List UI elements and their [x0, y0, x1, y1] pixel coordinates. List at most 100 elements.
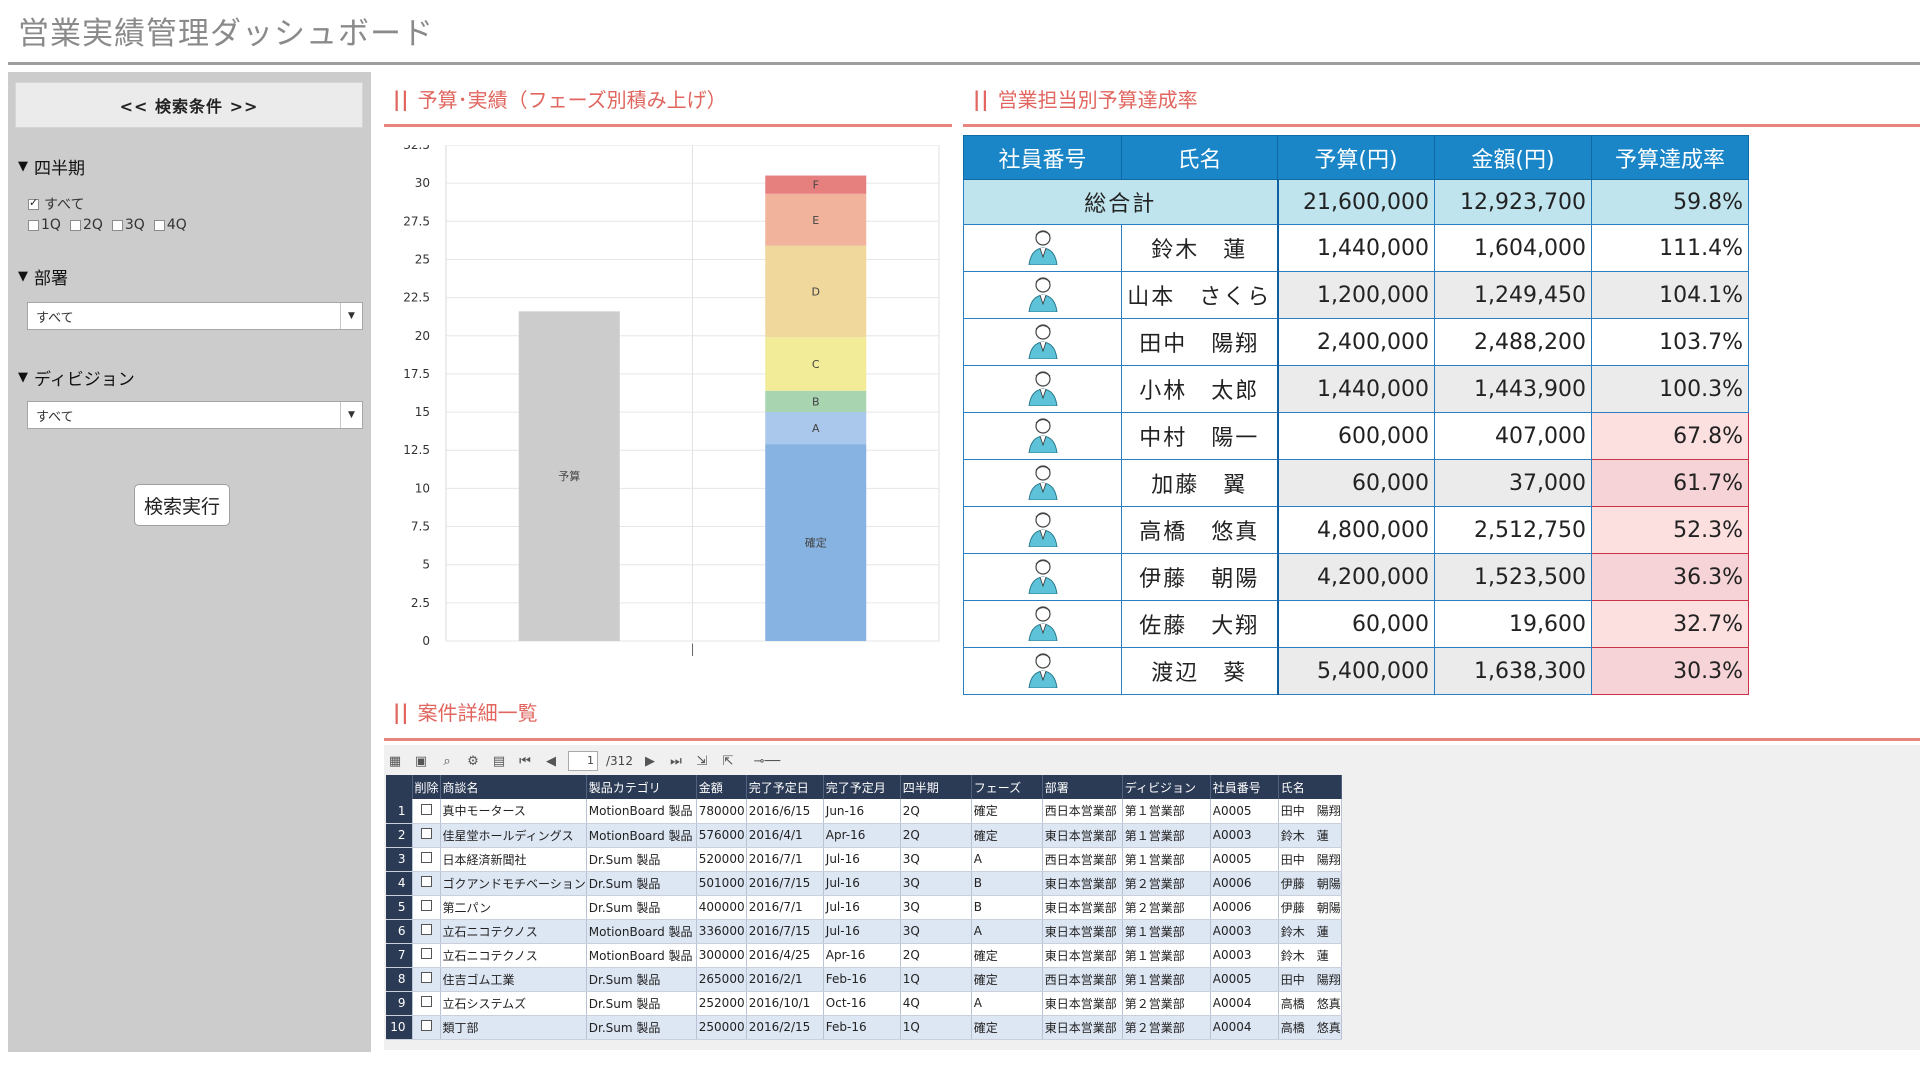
grid-header-cell[interactable]: 商談名 [440, 775, 587, 799]
collapse-triangle-icon[interactable]: ▼ [18, 159, 28, 174]
delete-checkbox[interactable] [420, 876, 432, 887]
table-row[interactable]: 7 立石ニコテクノス MotionBoard 製品 300000 2016/4/25 Ap… [386, 943, 1342, 968]
table-row[interactable]: 4 ゴクアンドモチベーション Dr.Sum 製品 501000 2016/7/15 Jul… [386, 871, 1342, 896]
bar-segment[interactable] [765, 175, 867, 194]
header-name[interactable]: 氏名 [1121, 135, 1278, 180]
table-row[interactable]: 3 日本経済新聞社 Dr.Sum 製品 520000 2016/7/1 Jul-16 3Q A… [386, 847, 1342, 872]
bar-segment[interactable] [765, 412, 867, 445]
delete-checkbox[interactable] [420, 900, 432, 911]
prev-page-icon[interactable]: ◀ [546, 753, 556, 769]
budget-row[interactable]: 田中 陽翔 2,400,000 2,488,200 103.7% [963, 318, 1749, 366]
quarter-1q-checkbox[interactable] [28, 219, 39, 231]
budget-row[interactable]: 高橋 悠真 4,800,000 2,512,750 52.3% [963, 506, 1749, 554]
delete-cell[interactable] [412, 895, 441, 920]
division-select[interactable]: すべて ▼ [27, 401, 363, 429]
header-amount[interactable]: 金額(円) [1434, 135, 1592, 180]
department-select[interactable]: すべて ▼ [27, 302, 363, 330]
grid-header-cell[interactable]: 氏名 [1278, 775, 1342, 799]
delete-cell[interactable] [412, 943, 441, 968]
budget-row[interactable]: 中村 陽一 600,000 407,000 67.8% [963, 412, 1749, 460]
delete-checkbox[interactable] [420, 996, 432, 1007]
add-row-icon[interactable]: ▦ [388, 753, 402, 769]
collapse-triangle-icon[interactable]: ▼ [18, 370, 28, 385]
quarter-option-4q[interactable]: 4Q [153, 217, 187, 233]
grid-header-cell[interactable]: 社員番号 [1210, 775, 1279, 799]
quarter-all-option[interactable]: すべて [28, 194, 84, 214]
grid-header-cell[interactable]: 完了予定月 [823, 775, 901, 799]
grid-header-cell[interactable]: ディビジョン [1122, 775, 1211, 799]
bar-segment[interactable] [518, 311, 620, 641]
page-number-input[interactable]: 1 [568, 751, 598, 771]
quarter-option-3q[interactable]: 3Q [111, 217, 145, 233]
bar-segment[interactable] [765, 390, 867, 413]
quarter-section-title[interactable]: ▼ 四半期 [18, 154, 85, 179]
quarter-2q-checkbox[interactable] [69, 219, 81, 231]
header-achievement-rate[interactable]: 予算達成率 [1591, 135, 1749, 180]
bar-segment[interactable] [765, 444, 867, 641]
table-icon[interactable]: ▤ [492, 753, 506, 769]
budget-row[interactable]: 鈴木 蓮 1,440,000 1,604,000 111.4% [963, 224, 1749, 272]
delete-checkbox[interactable] [420, 1020, 432, 1031]
search-icon[interactable]: ⌕ [443, 753, 451, 769]
grid-header-cell[interactable]: フェーズ [971, 775, 1043, 799]
department-section-title[interactable]: ▼ 部署 [18, 264, 68, 289]
grid-header-cell[interactable]: 部署 [1042, 775, 1123, 799]
quarter-option-1q[interactable]: 1Q [28, 217, 61, 233]
bar-segment[interactable] [765, 337, 867, 391]
delete-cell[interactable] [412, 823, 441, 848]
delete-checkbox[interactable] [420, 828, 432, 839]
delete-cell[interactable] [412, 967, 441, 992]
last-page-icon[interactable]: ⏭ [670, 753, 682, 769]
chevron-down-icon[interactable]: ▼ [340, 402, 362, 428]
delete-checkbox[interactable] [420, 948, 432, 959]
delete-cell[interactable] [412, 847, 441, 872]
table-row[interactable]: 1 真中モータース MotionBoard 製品 780000 2016/6/15 Jun… [386, 799, 1342, 824]
budget-row[interactable]: 小林 太郎 1,440,000 1,443,900 100.3% [963, 365, 1749, 413]
first-page-icon[interactable]: ⏮ [519, 753, 531, 769]
grid-header-cell[interactable]: 削除 [412, 775, 441, 799]
table-row[interactable]: 5 第二パン Dr.Sum 製品 400000 2016/7/1 Jul-16 3Q B 東日本… [386, 895, 1342, 920]
export-csv-icon[interactable]: ⇲ [696, 753, 708, 769]
zoom-slider-icon[interactable]: ⊸── [753, 753, 781, 769]
grid-header-cell[interactable]: 完了予定日 [746, 775, 824, 799]
gear-icon[interactable]: ⚙ [467, 753, 479, 769]
quarter-4q-checkbox[interactable] [153, 219, 165, 231]
quarter-option-2q[interactable]: 2Q [69, 217, 103, 233]
search-execute-button[interactable]: 検索実行 [134, 484, 230, 526]
delete-cell[interactable] [412, 991, 441, 1016]
next-page-icon[interactable]: ▶ [644, 753, 655, 769]
division-section-title[interactable]: ▼ ディビジョン [18, 365, 135, 390]
grid-scroll-area[interactable]: 削除 商談名 製品カテゴリ 金額 完了予定日 完了予定月 四半期 フェーズ 部署 ディビジョン 社員… [384, 775, 1484, 1060]
delete-checkbox[interactable] [420, 924, 432, 935]
header-employee-id[interactable]: 社員番号 [963, 135, 1122, 180]
delete-checkbox[interactable] [420, 972, 432, 983]
delete-checkbox[interactable] [420, 803, 432, 815]
budget-row[interactable]: 加藤 翼 60,000 37,000 61.7% [963, 459, 1749, 507]
delete-cell[interactable] [412, 871, 441, 896]
grid-header-cell[interactable]: 金額 [696, 775, 747, 799]
chevron-down-icon[interactable]: ▼ [340, 303, 362, 329]
delete-cell[interactable] [412, 799, 441, 824]
table-row[interactable]: 8 住吉ゴム工業 Dr.Sum 製品 265000 2016/2/1 Feb-16 1Q 確定… [386, 967, 1342, 992]
table-row[interactable]: 6 立石ニコテクノス MotionBoard 製品 336000 2016/7/15 Ju… [386, 919, 1342, 944]
search-conditions-header[interactable]: << 検索条件 >> [15, 82, 363, 128]
delete-cell[interactable] [412, 1015, 441, 1040]
header-budget[interactable]: 予算(円) [1277, 135, 1435, 180]
save-icon[interactable]: ▣ [414, 753, 428, 769]
table-row[interactable]: 2 佳星堂ホールディングス MotionBoard 製品 576000 2016/4/1… [386, 823, 1342, 848]
delete-checkbox[interactable] [420, 852, 432, 863]
table-row[interactable]: 9 立石システムズ Dr.Sum 製品 252000 2016/10/1 Oct-16 4Q… [386, 991, 1342, 1016]
bar-segment[interactable] [765, 245, 867, 338]
delete-cell[interactable] [412, 919, 441, 944]
quarter-all-checkbox[interactable] [28, 196, 39, 210]
bar-segment[interactable] [765, 193, 867, 246]
collapse-triangle-icon[interactable]: ▼ [18, 269, 28, 284]
budget-row[interactable]: 伊藤 朝陽 4,200,000 1,523,500 36.3% [963, 553, 1749, 601]
export-excel-icon[interactable]: ⇱ [722, 753, 734, 769]
budget-row[interactable]: 山本 さくら 1,200,000 1,249,450 104.1% [963, 271, 1749, 319]
budget-row[interactable]: 渡辺 葵 5,400,000 1,638,300 30.3% [963, 647, 1749, 695]
table-row[interactable]: 10 類丁部 Dr.Sum 製品 250000 2016/2/15 Feb-16 1Q 確定東… [386, 1015, 1342, 1040]
budget-row[interactable]: 佐藤 大翔 60,000 19,600 32.7% [963, 600, 1749, 648]
grid-header-cell[interactable]: 四半期 [900, 775, 972, 799]
grid-header-cell[interactable]: 製品カテゴリ [586, 775, 697, 799]
